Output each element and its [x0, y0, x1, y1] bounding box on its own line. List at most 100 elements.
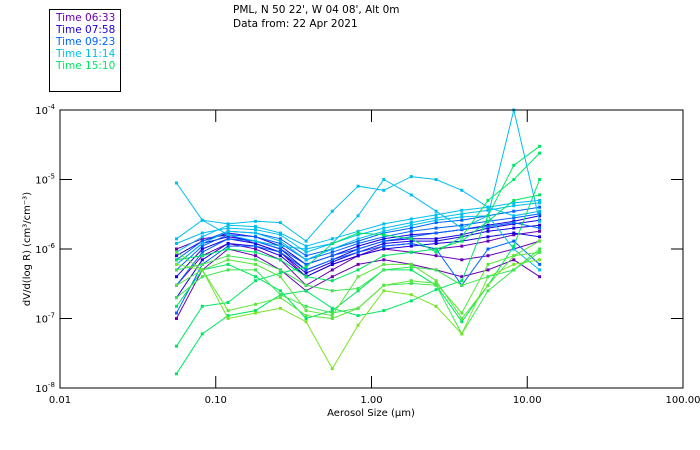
data-point — [460, 244, 464, 248]
data-point — [175, 304, 178, 308]
data-point — [538, 212, 542, 216]
data-point — [226, 317, 230, 320]
data-point — [200, 242, 204, 245]
data-point — [330, 289, 334, 293]
data-point — [409, 237, 413, 241]
data-point — [486, 289, 490, 293]
data-point — [409, 299, 413, 303]
legend-item-1510: Time 15:10 — [56, 60, 116, 72]
data-point — [409, 221, 413, 225]
data-point — [278, 306, 282, 310]
data-point — [356, 237, 360, 241]
data-point — [254, 279, 257, 283]
data-point — [356, 287, 360, 290]
data-point — [382, 222, 386, 226]
data-point — [304, 244, 308, 248]
data-point — [304, 320, 308, 324]
data-point — [200, 258, 204, 262]
data-point — [409, 281, 413, 285]
data-point — [512, 247, 516, 251]
data-point — [538, 219, 542, 223]
data-point — [330, 237, 334, 241]
data-point — [538, 198, 542, 202]
data-point — [200, 275, 204, 279]
data-point — [512, 239, 516, 243]
data-point — [460, 320, 464, 324]
data-point — [434, 242, 438, 245]
data-point — [304, 258, 308, 262]
data-point — [200, 332, 204, 336]
data-point — [538, 205, 542, 209]
data-point — [460, 317, 464, 320]
data-point — [512, 226, 516, 230]
legend-item-0633: Time 06:33 — [56, 12, 116, 24]
data-point — [254, 235, 257, 239]
data-point — [486, 205, 490, 209]
data-point — [254, 231, 257, 235]
data-point — [304, 283, 308, 287]
data-point — [175, 296, 178, 300]
data-point — [409, 233, 413, 237]
data-point — [356, 242, 360, 245]
x-tick-label: 1.00 — [360, 395, 382, 406]
data-point — [460, 212, 464, 216]
data-point — [486, 247, 490, 251]
data-point — [434, 178, 438, 181]
data-point — [538, 258, 542, 262]
data-point — [486, 225, 490, 229]
x-tick-label: 10.00 — [513, 395, 542, 406]
data-point — [175, 181, 178, 185]
data-point — [409, 262, 413, 266]
data-point — [460, 235, 464, 239]
series-15-10-f — [175, 258, 542, 371]
data-point — [434, 250, 438, 254]
data-point — [538, 144, 542, 148]
data-point — [356, 268, 360, 272]
data-point — [254, 302, 257, 306]
data-point — [382, 254, 386, 258]
data-point — [175, 275, 178, 279]
data-point — [486, 229, 490, 233]
data-point — [434, 221, 438, 225]
data-point — [278, 233, 282, 237]
data-point — [382, 289, 386, 293]
data-point — [330, 254, 334, 258]
data-point — [226, 309, 230, 313]
data-point — [226, 242, 230, 245]
data-point — [330, 367, 334, 371]
data-point — [304, 250, 308, 254]
data-point — [330, 262, 334, 266]
data-point — [382, 226, 386, 230]
data-point — [254, 258, 257, 262]
data-point — [200, 235, 204, 239]
data-point — [460, 258, 464, 262]
data-point — [330, 209, 334, 213]
data-point — [486, 198, 490, 202]
data-point — [278, 293, 282, 297]
data-point — [512, 198, 516, 202]
series-15-10-h — [175, 193, 542, 283]
x-axis-title: Aerosol Size (µm) — [327, 408, 415, 419]
data-point — [226, 247, 230, 251]
data-point — [356, 244, 360, 248]
legend-item-0923: Time 09:23 — [56, 36, 116, 48]
data-point — [278, 250, 282, 254]
data-point — [409, 193, 413, 197]
data-point — [382, 262, 386, 266]
data-point — [278, 242, 282, 245]
data-point — [382, 283, 386, 287]
data-point — [538, 201, 542, 205]
data-point — [278, 239, 282, 243]
data-point — [512, 233, 516, 237]
data-point — [538, 268, 542, 272]
data-point — [460, 188, 464, 192]
data-point — [486, 268, 490, 272]
data-point — [254, 250, 257, 254]
data-point — [200, 218, 204, 222]
data-point — [226, 231, 230, 235]
data-point — [304, 265, 308, 269]
data-point — [356, 214, 360, 218]
series-15-10-b — [175, 151, 542, 348]
data-point — [254, 247, 257, 251]
data-point — [175, 247, 178, 251]
